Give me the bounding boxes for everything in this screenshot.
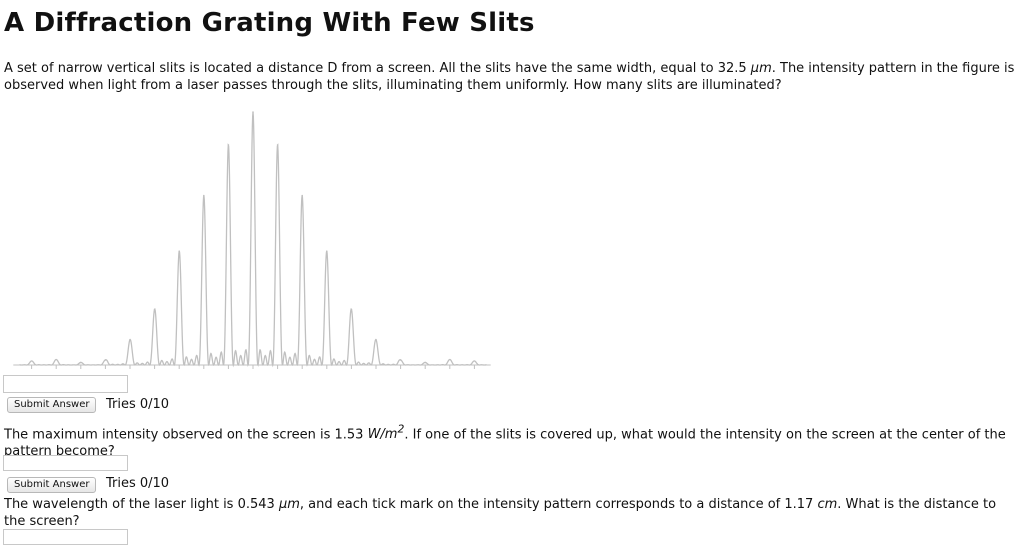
q2-unit-base: W/m: [367, 427, 398, 443]
q3-unit-1: μm: [278, 497, 300, 512]
q3-text-middle: , and each tick mark on the intensity pa…: [299, 497, 818, 512]
submit-answer-1-button[interactable]: Submit Answer: [7, 397, 97, 413]
principal-maximum-point: [375, 338, 377, 341]
q3-unit-2: cm: [817, 497, 838, 512]
principal-maximum-point: [80, 361, 82, 364]
answer-1-input[interactable]: [3, 375, 128, 393]
principal-maximum-point: [153, 308, 156, 311]
principal-maximum-point: [129, 338, 131, 341]
principal-maximum-point: [104, 359, 107, 361]
question-1-text: A set of narrow vertical slits is locate…: [4, 60, 1018, 94]
principal-maximum-point: [227, 144, 230, 146]
answer-3-input[interactable]: [3, 529, 128, 545]
q2-unit: W/m2: [367, 423, 405, 443]
question-2-text: The maximum intensity observed on the sc…: [4, 421, 1018, 460]
intensity-curve: [19, 111, 487, 368]
q2-text-before: The maximum intensity observed on the sc…: [4, 427, 368, 443]
principal-maximum-point: [350, 308, 353, 311]
principal-maximum-point: [178, 250, 180, 252]
principal-maximum-point: [276, 144, 279, 146]
question-3-text: The wavelength of the laser light is 0.5…: [4, 496, 1018, 530]
answer-2-input[interactable]: [3, 455, 128, 471]
principal-maximum-point: [252, 111, 254, 113]
tries-1-counter: Tries 0/10: [106, 397, 170, 412]
q3-text-after: . What is the distance to the screen?: [4, 497, 997, 529]
principal-maximum-point: [424, 361, 427, 364]
page-title: A Diffraction Grating With Few Slits: [4, 8, 535, 38]
q1-unit: μm: [750, 61, 772, 76]
q3-text-before: The wavelength of the laser light is 0.5…: [4, 497, 279, 512]
principal-maximum-point: [326, 250, 328, 252]
principal-maximum-point: [203, 194, 205, 197]
q2-unit-exp: 2: [397, 423, 405, 436]
intensity-pattern-chart: [13, 111, 491, 369]
tries-2-counter: Tries 0/10: [106, 476, 170, 491]
q1-text-before: A set of narrow vertical slits is locate…: [4, 61, 751, 76]
q1-text-after: . The intensity pattern in the figure is…: [4, 61, 1015, 93]
principal-maximum-point: [399, 359, 402, 361]
principal-maximum-point: [301, 194, 304, 197]
submit-answer-2-button[interactable]: Submit Answer: [7, 477, 97, 493]
